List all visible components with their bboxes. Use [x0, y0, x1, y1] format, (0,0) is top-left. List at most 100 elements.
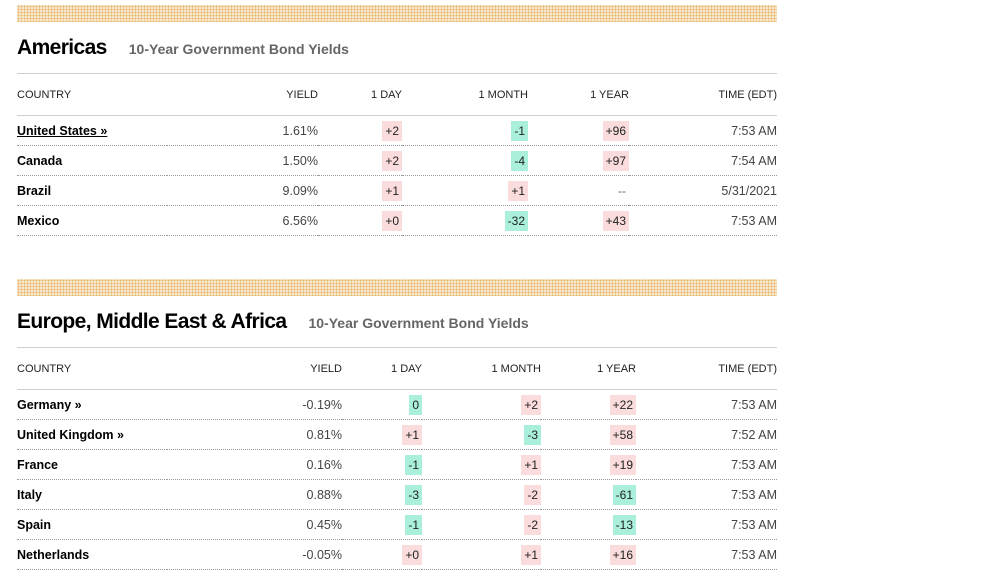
- change-1day-cell: -1: [342, 449, 422, 480]
- change-1day-badge: +2: [382, 150, 402, 171]
- yield-value: 9.09%: [167, 175, 318, 206]
- yields-table: COUNTRY YIELD 1 DAY 1 MONTH 1 YEAR TIME …: [17, 74, 777, 236]
- section-divider-band: [17, 279, 777, 296]
- country-name: Spain: [17, 517, 52, 532]
- change-1day-cell: 0: [342, 389, 422, 420]
- change-1year-cell: +97: [528, 145, 629, 176]
- change-1year-badge: +22: [609, 394, 636, 415]
- change-1month-cell: -1: [402, 115, 528, 146]
- yield-value: 1.61%: [167, 115, 318, 146]
- change-1month-cell: -2: [422, 479, 541, 510]
- time-value: 7:53 AM: [629, 205, 777, 236]
- table-row: Spain 0.45% -1 -2 -13 7:53 AM: [17, 509, 777, 540]
- change-1day-badge: +0: [402, 544, 422, 565]
- change-1year-badge: +43: [602, 210, 629, 231]
- col-header-1month[interactable]: 1 MONTH: [402, 74, 528, 116]
- change-1day-badge: +2: [382, 120, 402, 141]
- change-1year-cell: +96: [528, 115, 629, 146]
- yield-value: 6.56%: [167, 205, 318, 236]
- change-1day-badge: +0: [382, 210, 402, 231]
- col-header-1day[interactable]: 1 DAY: [318, 74, 402, 116]
- change-1year-cell: -61: [541, 479, 636, 510]
- change-1year-cell: +58: [541, 419, 636, 450]
- change-1day-cell: +0: [342, 539, 422, 570]
- country-cell: United States »: [17, 115, 167, 146]
- time-value: 7:53 AM: [629, 115, 777, 146]
- table-row: Germany » -0.19% 0 +2 +22 7:53 AM: [17, 389, 777, 420]
- country-cell: Spain: [17, 509, 167, 540]
- col-header-time[interactable]: TIME (EDT): [636, 348, 777, 390]
- country-name: France: [17, 457, 58, 472]
- col-header-country[interactable]: COUNTRY: [17, 74, 167, 116]
- table-row: Netherlands -0.05% +0 +1 +16 7:53 AM: [17, 539, 777, 570]
- change-1year-cell: +22: [541, 389, 636, 420]
- change-1month-badge: +1: [508, 180, 528, 201]
- section-subtitle: 10-Year Government Bond Yields: [128, 41, 349, 57]
- change-1day-badge: 0: [409, 394, 422, 415]
- section-header: Europe, Middle East & Africa 10-Year Gov…: [17, 296, 777, 348]
- country-name: Canada: [17, 153, 63, 168]
- country-cell: Mexico: [17, 205, 167, 236]
- change-1month-cell: +2: [422, 389, 541, 420]
- change-1month-badge: -2: [524, 484, 541, 505]
- table-row: Mexico 6.56% +0 -32 +43 7:53 AM: [17, 205, 777, 236]
- country-name[interactable]: United Kingdom »: [17, 427, 124, 442]
- yield-value: 0.16%: [167, 449, 342, 480]
- country-cell: Canada: [17, 145, 167, 176]
- country-name[interactable]: Germany »: [17, 397, 82, 412]
- country-cell: United Kingdom »: [17, 419, 167, 450]
- change-1year-cell: +43: [528, 205, 629, 236]
- change-1day-cell: -3: [342, 479, 422, 510]
- table-row: Italy 0.88% -3 -2 -61 7:53 AM: [17, 479, 777, 510]
- change-1year-cell: --: [528, 175, 629, 206]
- col-header-1day[interactable]: 1 DAY: [342, 348, 422, 390]
- yield-value: 0.81%: [167, 419, 342, 450]
- col-header-country[interactable]: COUNTRY: [17, 348, 167, 390]
- change-1day-cell: -1: [342, 509, 422, 540]
- col-header-1year[interactable]: 1 YEAR: [541, 348, 636, 390]
- change-1day-badge: +1: [382, 180, 402, 201]
- col-header-1month[interactable]: 1 MONTH: [422, 348, 541, 390]
- change-1day-badge: -3: [405, 484, 422, 505]
- change-1month-badge: -2: [524, 514, 541, 535]
- change-1day-cell: +2: [318, 115, 402, 146]
- col-header-yield[interactable]: YIELD: [167, 348, 342, 390]
- country-cell: Netherlands: [17, 539, 167, 570]
- col-header-yield[interactable]: YIELD: [167, 74, 318, 116]
- change-1month-cell: +1: [422, 539, 541, 570]
- change-1year-badge: +97: [602, 150, 629, 171]
- change-1month-badge: -32: [504, 210, 528, 231]
- section-title: Americas: [17, 36, 107, 59]
- emea-section: Europe, Middle East & Africa 10-Year Gov…: [17, 279, 777, 570]
- change-1year-badge: +96: [602, 120, 629, 141]
- col-header-time[interactable]: TIME (EDT): [629, 74, 777, 116]
- time-value: 7:53 AM: [636, 479, 777, 510]
- country-cell: Germany »: [17, 389, 167, 420]
- col-header-1year[interactable]: 1 YEAR: [528, 74, 629, 116]
- change-1month-badge: -4: [511, 150, 528, 171]
- change-1month-badge: -1: [511, 120, 528, 141]
- change-1month-cell: -3: [422, 419, 541, 450]
- change-1day-cell: +1: [318, 175, 402, 206]
- change-1year-badge: +58: [609, 424, 636, 445]
- section-subtitle: 10-Year Government Bond Yields: [308, 315, 529, 331]
- table-row: Canada 1.50% +2 -4 +97 7:54 AM: [17, 145, 777, 176]
- yield-value: -0.05%: [167, 539, 342, 570]
- country-name: Italy: [17, 487, 43, 502]
- change-1year-badge: -13: [612, 514, 636, 535]
- time-value: 7:52 AM: [636, 419, 777, 450]
- change-1day-cell: +2: [318, 145, 402, 176]
- table-row: Brazil 9.09% +1 +1 -- 5/31/2021: [17, 175, 777, 206]
- yields-table: COUNTRY YIELD 1 DAY 1 MONTH 1 YEAR TIME …: [17, 348, 777, 570]
- country-cell: France: [17, 449, 167, 480]
- yield-value: 0.88%: [167, 479, 342, 510]
- change-1month-cell: -4: [402, 145, 528, 176]
- change-1year-badge: -61: [612, 484, 636, 505]
- table-row: United States » 1.61% +2 -1 +96 7:53 AM: [17, 115, 777, 146]
- section-divider-band: [17, 5, 777, 22]
- change-1year-badge: +19: [609, 454, 636, 475]
- time-value: 7:53 AM: [636, 449, 777, 480]
- country-link[interactable]: United States »: [17, 123, 108, 138]
- yield-value: 1.50%: [167, 145, 318, 176]
- time-value: 7:53 AM: [636, 389, 777, 420]
